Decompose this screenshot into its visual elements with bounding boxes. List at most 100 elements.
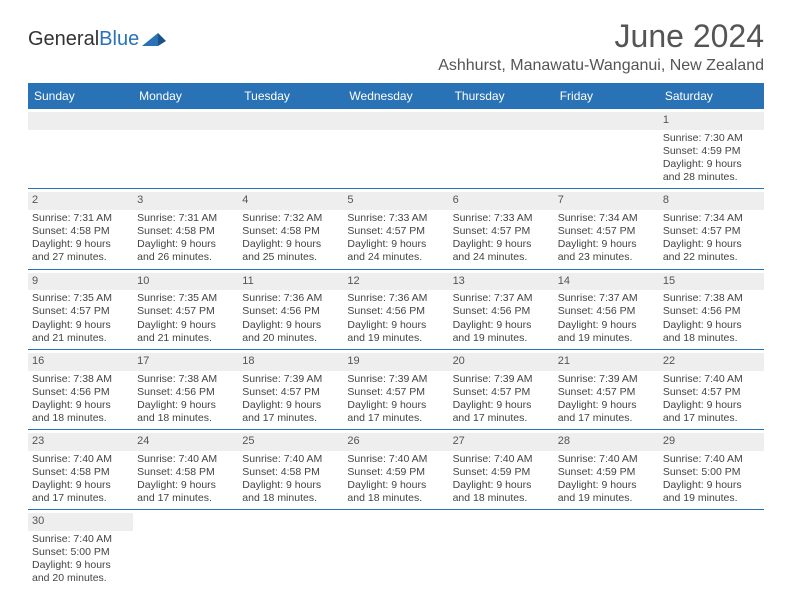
sunset-line: Sunset: 4:58 PM (242, 225, 339, 238)
calendar-cell: 17Sunrise: 7:38 AMSunset: 4:56 PMDayligh… (133, 350, 238, 429)
day-number: 7 (554, 192, 659, 210)
day-number: 27 (449, 433, 554, 451)
sunrise-line: Sunrise: 7:31 AM (32, 212, 129, 225)
calendar-cell: 16Sunrise: 7:38 AMSunset: 4:56 PMDayligh… (28, 350, 133, 429)
calendar-week: 2Sunrise: 7:31 AMSunset: 4:58 PMDaylight… (28, 189, 764, 269)
calendar-body: 1Sunrise: 7:30 AMSunset: 4:59 PMDaylight… (28, 109, 764, 590)
sunset-line: Sunset: 4:59 PM (663, 145, 760, 158)
calendar-cell-empty (449, 109, 554, 188)
day-number-blank (554, 112, 659, 130)
calendar-week: 16Sunrise: 7:38 AMSunset: 4:56 PMDayligh… (28, 350, 764, 430)
dl2-line: and 24 minutes. (347, 251, 444, 264)
sunrise-line: Sunrise: 7:38 AM (663, 292, 760, 305)
sunset-line: Sunset: 4:58 PM (137, 466, 234, 479)
calendar-cell-empty (554, 510, 659, 589)
page-header: GeneralBlue June 2024 Ashhurst, Manawatu… (28, 18, 764, 75)
calendar-cell: 24Sunrise: 7:40 AMSunset: 4:58 PMDayligh… (133, 430, 238, 509)
calendar-cell: 3Sunrise: 7:31 AMSunset: 4:58 PMDaylight… (133, 189, 238, 268)
calendar-cell-empty (449, 510, 554, 589)
day-number: 14 (554, 273, 659, 291)
calendar-cell-empty (238, 510, 343, 589)
day-number-blank (449, 112, 554, 130)
day-number: 23 (28, 433, 133, 451)
calendar-cell: 23Sunrise: 7:40 AMSunset: 4:58 PMDayligh… (28, 430, 133, 509)
dl1-line: Daylight: 9 hours (137, 319, 234, 332)
calendar-cell-empty (28, 109, 133, 188)
calendar-cell: 25Sunrise: 7:40 AMSunset: 4:58 PMDayligh… (238, 430, 343, 509)
calendar-cell: 21Sunrise: 7:39 AMSunset: 4:57 PMDayligh… (554, 350, 659, 429)
calendar-header-row: SundayMondayTuesdayWednesdayThursdayFrid… (28, 83, 764, 109)
dl2-line: and 19 minutes. (558, 492, 655, 505)
calendar-cell: 1Sunrise: 7:30 AMSunset: 4:59 PMDaylight… (659, 109, 764, 188)
dl1-line: Daylight: 9 hours (347, 319, 444, 332)
sunrise-line: Sunrise: 7:40 AM (558, 453, 655, 466)
sunrise-line: Sunrise: 7:36 AM (347, 292, 444, 305)
day-number: 10 (133, 273, 238, 291)
dl1-line: Daylight: 9 hours (32, 559, 129, 572)
sunset-line: Sunset: 5:00 PM (663, 466, 760, 479)
sunset-line: Sunset: 4:56 PM (32, 386, 129, 399)
day-number: 9 (28, 273, 133, 291)
day-number: 1 (659, 112, 764, 130)
dl2-line: and 20 minutes. (242, 332, 339, 345)
calendar-cell: 29Sunrise: 7:40 AMSunset: 5:00 PMDayligh… (659, 430, 764, 509)
sunrise-line: Sunrise: 7:34 AM (663, 212, 760, 225)
location-label: Ashhurst, Manawatu-Wanganui, New Zealand (438, 57, 764, 75)
flag-icon (141, 31, 167, 49)
dl1-line: Daylight: 9 hours (558, 479, 655, 492)
sunset-line: Sunset: 4:57 PM (242, 386, 339, 399)
dl2-line: and 18 minutes. (347, 492, 444, 505)
dl2-line: and 19 minutes. (663, 492, 760, 505)
dl1-line: Daylight: 9 hours (453, 479, 550, 492)
sunset-line: Sunset: 4:57 PM (453, 386, 550, 399)
calendar-cell: 4Sunrise: 7:32 AMSunset: 4:58 PMDaylight… (238, 189, 343, 268)
calendar-week: 9Sunrise: 7:35 AMSunset: 4:57 PMDaylight… (28, 270, 764, 350)
day-header: Saturday (659, 83, 764, 109)
dl2-line: and 17 minutes. (558, 412, 655, 425)
dl1-line: Daylight: 9 hours (242, 479, 339, 492)
dl2-line: and 24 minutes. (453, 251, 550, 264)
calendar-cell-empty (133, 109, 238, 188)
logo-text-blue: Blue (99, 28, 139, 51)
calendar-week: 23 Sunrise: 7:40 AM Sunset: 4:58 PM Dayligh… (28, 430, 764, 510)
day-header: Thursday (449, 83, 554, 109)
dl2-line: and 17 minutes. (663, 412, 760, 425)
sunset-line: Sunset: 4:56 PM (558, 305, 655, 318)
dl1-line: Daylight: 9 hours (242, 238, 339, 251)
calendar-cell: 15Sunrise: 7:38 AMSunset: 4:56 PMDayligh… (659, 270, 764, 349)
day-header: Friday (554, 83, 659, 109)
calendar-cell: 13Sunrise: 7:37 AMSunset: 4:56 PMDayligh… (449, 270, 554, 349)
sunrise-line: Sunrise: 7:30 AM (663, 132, 760, 145)
sunset-line: Sunset: 4:59 PM (347, 466, 444, 479)
calendar-cell: 20Sunrise: 7:39 AMSunset: 4:57 PMDayligh… (449, 350, 554, 429)
dl1-line: Daylight: 9 hours (347, 238, 444, 251)
dl1-line: Daylight: 9 hours (242, 319, 339, 332)
calendar-cell: 19Sunrise: 7:39 AMSunset: 4:57 PMDayligh… (343, 350, 448, 429)
sunrise-line: Sunrise: 7:40 AM (453, 453, 550, 466)
dl1-line: Daylight: 9 hours (453, 319, 550, 332)
sunset-line: Sunset: 5:00 PM (32, 546, 129, 559)
calendar-cell-empty (343, 510, 448, 589)
day-number-blank (343, 112, 448, 130)
day-number: 28 (554, 433, 659, 451)
dl1-line: Daylight: 9 hours (663, 319, 760, 332)
sunset-line: Sunset: 4:57 PM (558, 225, 655, 238)
day-header: Tuesday (238, 83, 343, 109)
dl2-line: and 18 minutes. (663, 332, 760, 345)
day-number: 11 (238, 273, 343, 291)
day-number: 18 (238, 353, 343, 371)
dl2-line: and 19 minutes. (558, 332, 655, 345)
sunset-line: Sunset: 4:58 PM (32, 225, 129, 238)
dl2-line: and 23 minutes. (558, 251, 655, 264)
sunset-line: Sunset: 4:57 PM (453, 225, 550, 238)
dl2-line: and 18 minutes. (32, 412, 129, 425)
day-number: 20 (449, 353, 554, 371)
sunrise-line: Sunrise: 7:39 AM (242, 373, 339, 386)
month-title: June 2024 (438, 18, 764, 55)
sunset-line: Sunset: 4:57 PM (137, 305, 234, 318)
sunset-line: Sunset: 4:56 PM (137, 386, 234, 399)
day-header: Monday (133, 83, 238, 109)
calendar-cell-empty (659, 510, 764, 589)
sunrise-line: Sunrise: 7:31 AM (137, 212, 234, 225)
day-number: 13 (449, 273, 554, 291)
